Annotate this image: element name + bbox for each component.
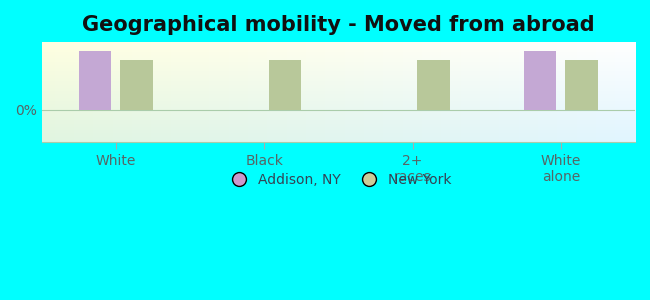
Bar [79, 51, 111, 110]
Bar [417, 60, 450, 110]
Bar [120, 60, 153, 110]
Bar [268, 60, 302, 110]
Legend: Addison, NY, New York: Addison, NY, New York [225, 173, 452, 187]
Bar [566, 60, 598, 110]
Title: Geographical mobility - Moved from abroad: Geographical mobility - Moved from abroa… [82, 15, 595, 35]
Bar [524, 51, 556, 110]
